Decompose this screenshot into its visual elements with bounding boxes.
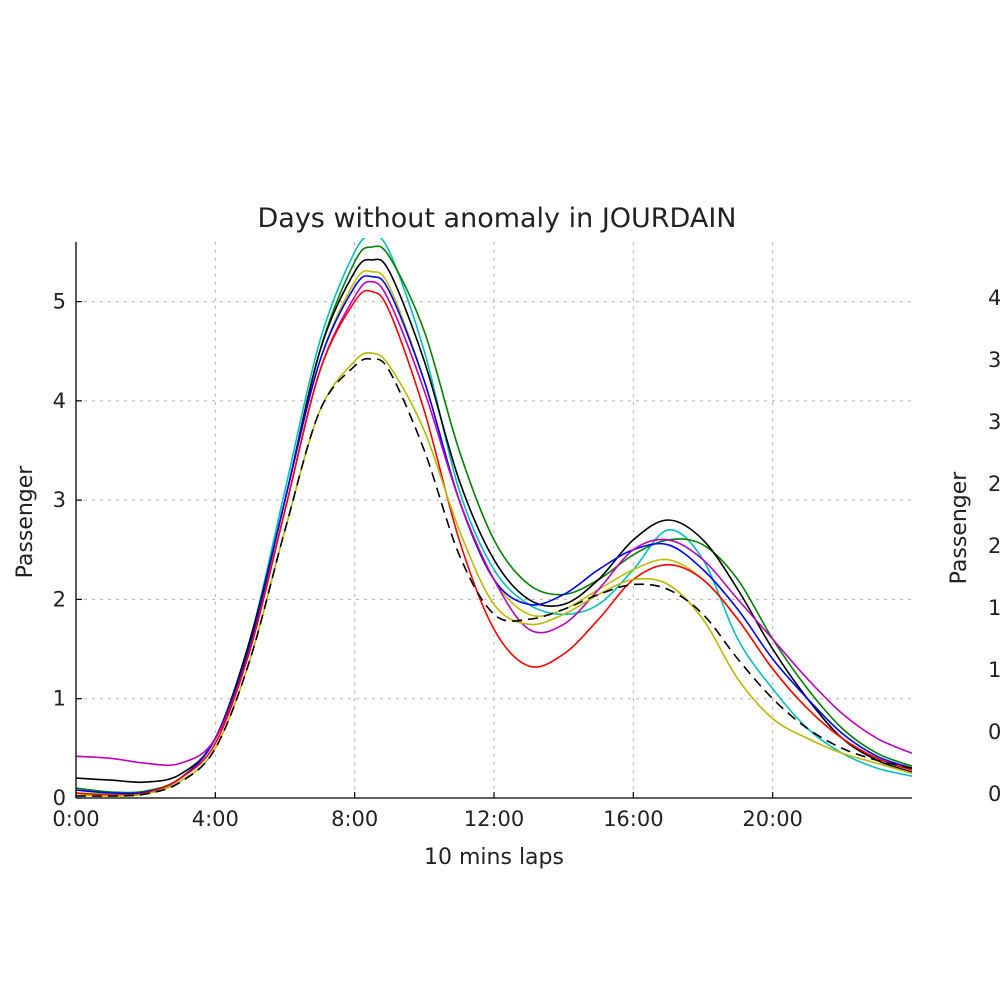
second-chart-partial: Passenger 4 3 3 2 2 1 1 0 0 xyxy=(947,286,1000,806)
second-chart-y-tick-label: 0 xyxy=(988,782,1000,806)
x-tick-label: 0:00 xyxy=(52,807,99,831)
x-tick-label: 12:00 xyxy=(464,807,525,831)
second-chart-y-tick-label: 2 xyxy=(988,534,1000,558)
series-line xyxy=(76,258,912,784)
series-line-dashed xyxy=(76,357,912,797)
y-axis-label: Passenger xyxy=(13,465,38,579)
chart-title: Days without anomaly in JOURDAIN xyxy=(257,203,736,234)
y-tick-label: 5 xyxy=(53,290,66,314)
second-chart-y-tick-label: 4 xyxy=(988,286,1000,310)
series-line xyxy=(76,245,912,794)
series-layer xyxy=(76,238,912,797)
second-chart-y-tick-label: 0 xyxy=(988,720,1000,744)
second-chart-y-tick-labels: 4 3 3 2 2 1 1 0 0 xyxy=(988,286,1000,806)
x-tick-label: 16:00 xyxy=(603,807,664,831)
x-tick-label: 20:00 xyxy=(742,807,803,831)
second-chart-y-tick-label: 1 xyxy=(988,596,1000,620)
x-tick-label: 4:00 xyxy=(192,807,239,831)
series-line xyxy=(76,280,912,767)
y-tick-label: 4 xyxy=(53,389,66,413)
y-tick-label: 0 xyxy=(53,786,66,810)
x-axis-label: 10 mins laps xyxy=(424,845,564,870)
y-tick-label: 2 xyxy=(53,587,66,611)
grid-layer xyxy=(76,242,912,798)
second-chart-y-tick-label: 3 xyxy=(988,348,1000,372)
second-chart-y-tick-label: 3 xyxy=(988,410,1000,434)
tick-layer: 0:00 4:00 8:00 12:00 16:00 20:00 0 1 2 3 4 5 xyxy=(52,290,803,831)
second-chart-y-tick-label: 2 xyxy=(988,472,1000,496)
y-tick-label: 3 xyxy=(53,488,66,512)
series-line xyxy=(76,289,912,796)
second-chart-y-tick-label: 1 xyxy=(988,658,1000,682)
second-chart-y-axis-label: Passenger xyxy=(947,471,972,585)
y-tick-label: 1 xyxy=(53,687,66,711)
x-tick-label: 8:00 xyxy=(331,807,378,831)
